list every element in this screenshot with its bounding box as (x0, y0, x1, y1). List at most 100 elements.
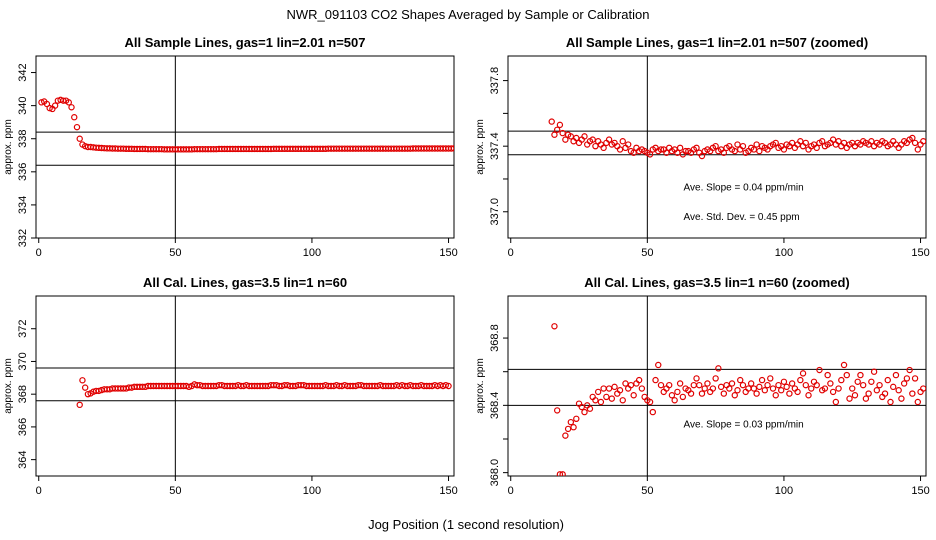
data-point (739, 142, 747, 150)
data-point (663, 149, 670, 156)
data-point (450, 145, 454, 152)
data-point (813, 381, 820, 389)
data-point (892, 371, 900, 379)
data-point (827, 380, 834, 387)
data-point (657, 381, 665, 389)
y-tick-label: 338 (17, 130, 29, 148)
data-point (581, 408, 588, 416)
data-point (911, 375, 919, 382)
data-point (701, 385, 708, 392)
data-point (840, 139, 848, 147)
annotation: Ave. Std. Dev. = 0.45 ppm (684, 212, 800, 223)
panels: All Sample Lines, gas=1 lin=2.01 n=507 0 5… (3, 35, 930, 497)
data-point (60, 97, 67, 104)
data-point (769, 385, 777, 392)
data-point (739, 381, 747, 389)
panel-title: All Cal. Lines, gas=3.5 lin=1 n=60 (143, 275, 347, 290)
data-point (674, 149, 681, 156)
x-tick-label: 0 (508, 485, 514, 497)
y-tick-label: 337.4 (489, 132, 501, 160)
y-tick-label: 342 (17, 63, 29, 81)
data-point (772, 392, 779, 399)
data-point (851, 392, 859, 399)
data-point (649, 408, 656, 416)
data-point (671, 397, 678, 404)
data-point (756, 147, 763, 155)
panel-4: All Cal. Lines, gas=3.5 lin=1 n=60 (zoom… (475, 275, 930, 497)
data-point (79, 377, 86, 384)
data-point (750, 146, 758, 153)
data-point (556, 471, 564, 476)
data-point (657, 146, 665, 153)
data-point (794, 388, 801, 396)
data-point (608, 395, 616, 402)
panel-title: All Sample Lines, gas=1 lin=2.01 n=507 (… (566, 35, 868, 50)
x-tick-label: 0 (36, 485, 42, 497)
data-point (619, 138, 626, 145)
data-point (895, 387, 902, 394)
data-point (865, 390, 872, 397)
data-point (802, 381, 809, 389)
data-points (38, 96, 454, 153)
data-point (840, 361, 848, 369)
data-point (920, 385, 926, 392)
x-tick-label: 150 (439, 247, 457, 259)
y-tick-label: 337.8 (489, 67, 501, 95)
data-point (890, 383, 897, 391)
x-tick-label: 100 (303, 485, 321, 497)
data-point (737, 376, 744, 384)
data-point (551, 323, 558, 330)
y-tick-label: 337.0 (489, 198, 501, 226)
data-point (71, 114, 78, 121)
x-tick-label: 50 (641, 247, 653, 259)
data-point (567, 418, 575, 426)
data-point (720, 390, 728, 397)
data-point (734, 141, 741, 148)
data-point (570, 424, 577, 431)
y-axis-title: approx. ppm (3, 358, 14, 414)
data-point (862, 395, 870, 402)
data-point (873, 387, 881, 394)
x-tick-label: 100 (775, 485, 793, 497)
data-point (775, 381, 782, 389)
data-point (638, 385, 646, 392)
data-point (876, 381, 883, 389)
data-point (728, 380, 736, 387)
data-point (185, 383, 193, 391)
data-point (797, 138, 804, 145)
y-tick-label: 372 (17, 320, 29, 338)
data-point (586, 405, 594, 412)
data-point (95, 387, 103, 395)
data-point (900, 380, 908, 387)
data-point (442, 381, 450, 389)
y-tick-label: 336 (17, 163, 29, 181)
x-tick-label: 50 (169, 485, 181, 497)
data-point (767, 375, 774, 382)
data-point (805, 392, 812, 399)
data-point (652, 376, 659, 384)
x-tick-label: 150 (911, 485, 929, 497)
data-point (731, 147, 738, 155)
data-points (548, 118, 926, 160)
data-point (619, 397, 626, 404)
data-point (594, 388, 602, 396)
data-point (881, 390, 889, 397)
data-point (597, 398, 605, 406)
x-tick-label: 50 (641, 485, 653, 497)
x-axis-title: Jog Position (1 second resolution) (368, 517, 564, 532)
data-point (914, 398, 922, 406)
panel-2: All Sample Lines, gas=1 lin=2.01 n=507 (… (475, 35, 930, 259)
data-point (573, 415, 580, 423)
data-point (559, 471, 566, 476)
data-point (788, 380, 796, 387)
y-tick-label: 366 (17, 418, 29, 436)
data-point (589, 136, 596, 143)
data-point (693, 144, 700, 152)
data-point (581, 133, 588, 140)
data-point (553, 126, 561, 133)
data-point (76, 135, 83, 142)
data-point (788, 139, 796, 147)
data-point (835, 385, 842, 392)
data-point (553, 407, 561, 414)
